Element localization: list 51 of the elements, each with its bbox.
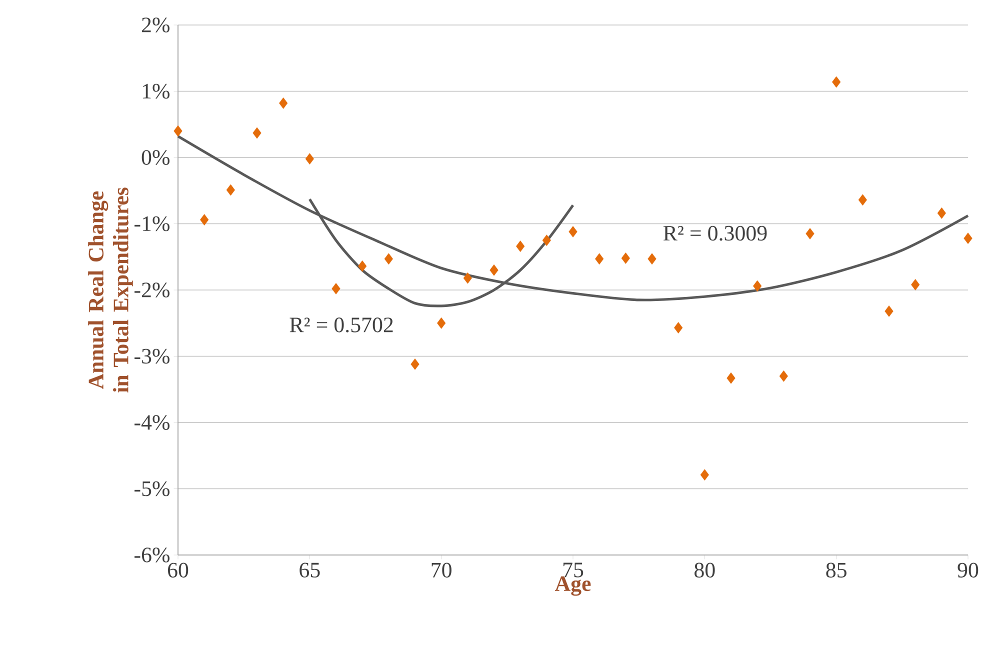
point	[779, 370, 788, 382]
point	[384, 253, 393, 265]
point	[542, 234, 551, 246]
point	[568, 226, 578, 238]
point	[490, 264, 498, 276]
y-tick-label: 0%	[142, 150, 170, 165]
x-tick-label: 75	[563, 562, 584, 578]
point	[226, 184, 235, 196]
point	[305, 153, 314, 164]
point	[858, 194, 867, 206]
y-tick-label: -5%	[134, 481, 170, 496]
point	[358, 260, 367, 272]
point	[200, 214, 209, 226]
point	[964, 232, 972, 244]
point	[832, 76, 841, 88]
point	[595, 253, 604, 265]
point	[700, 469, 709, 481]
y-axis-title: Annual Real Change in Total Expenditures	[88, 188, 133, 392]
point	[806, 228, 814, 240]
x-tick-label: 90	[958, 562, 978, 578]
y-tick-label: -6%	[134, 548, 170, 562]
point	[674, 322, 683, 334]
x-tick-label: 65	[300, 562, 320, 578]
point	[937, 207, 946, 219]
point	[621, 252, 630, 264]
y-tick-label: -2%	[134, 282, 170, 298]
x-tick-label: 60	[168, 562, 188, 578]
y-tick-label: 2%	[142, 18, 170, 32]
point	[174, 125, 182, 137]
point	[911, 279, 920, 290]
x-tick-label: 85	[826, 562, 846, 578]
point	[279, 97, 288, 109]
annotation: R² = 0.5702	[290, 318, 393, 332]
point	[437, 317, 446, 329]
point	[753, 280, 762, 292]
point	[463, 272, 472, 284]
x-tick-label: 80	[694, 562, 715, 578]
y-tick-label: 1%	[142, 84, 170, 99]
point	[410, 358, 420, 370]
point	[516, 240, 525, 252]
point	[884, 306, 894, 317]
annotation: R² = 0.3009	[663, 226, 767, 241]
y-tick-label: -1%	[134, 216, 170, 232]
point	[252, 127, 262, 139]
y-tick-label: -3%	[134, 348, 170, 364]
y-tick-label: -4%	[134, 415, 170, 430]
x-tick-label: 70	[432, 562, 452, 578]
point	[726, 372, 736, 384]
point	[332, 282, 340, 294]
x-axis-title: Age	[554, 576, 591, 596]
point	[648, 253, 656, 265]
